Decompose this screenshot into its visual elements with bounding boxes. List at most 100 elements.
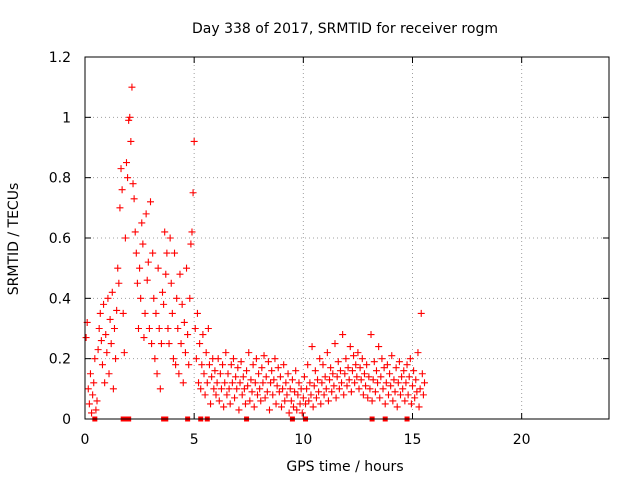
data-point	[353, 373, 361, 381]
data-point	[142, 210, 150, 218]
data-point	[391, 388, 399, 396]
data-point	[241, 400, 249, 408]
plot-frame	[84, 56, 610, 420]
data-point	[93, 397, 101, 405]
data-point	[117, 165, 125, 173]
data-point	[344, 364, 352, 372]
data-point	[148, 340, 156, 348]
data-point	[113, 306, 121, 314]
data-point	[152, 309, 160, 317]
data-point	[248, 388, 256, 396]
data-point	[358, 355, 366, 363]
data-point	[186, 294, 194, 302]
data-point	[184, 331, 192, 339]
data-point	[177, 340, 185, 348]
data-point	[302, 400, 310, 408]
data-point	[267, 379, 275, 387]
data-point	[259, 379, 267, 387]
y-tick-label: 1.2	[49, 50, 71, 66]
data-point	[251, 379, 259, 387]
data-point	[126, 113, 134, 121]
data-point	[343, 382, 351, 390]
data-point	[280, 361, 288, 369]
data-point	[236, 379, 244, 387]
data-point	[415, 403, 423, 411]
y-tick-label: 0.4	[49, 291, 71, 307]
data-point	[321, 373, 329, 381]
data-point	[235, 406, 243, 414]
data-point	[264, 358, 272, 366]
data-point	[84, 385, 92, 393]
data-point	[171, 249, 179, 257]
data-point	[402, 379, 410, 387]
data-point	[178, 300, 186, 308]
data-point	[319, 361, 327, 369]
data-point	[363, 361, 371, 369]
data-point	[369, 376, 377, 384]
data-point	[294, 391, 302, 399]
data-point	[388, 352, 396, 360]
data-point	[151, 355, 159, 363]
data-point	[250, 403, 258, 411]
x-tick-label: 20	[513, 432, 531, 448]
data-point	[309, 403, 317, 411]
data-point	[91, 355, 99, 363]
y-tick-label: 0.8	[49, 171, 71, 187]
data-point	[189, 189, 197, 197]
data-point	[180, 318, 188, 326]
data-point	[118, 186, 126, 194]
data-point	[100, 300, 108, 308]
data-point	[94, 346, 102, 354]
data-point	[197, 385, 205, 393]
data-point	[320, 391, 328, 399]
data-point	[157, 340, 165, 348]
data-point	[200, 370, 208, 378]
data-point	[240, 385, 248, 393]
data-point	[175, 370, 183, 378]
data-point	[101, 379, 109, 387]
data-point	[333, 373, 341, 381]
data-point	[112, 355, 120, 363]
data-point	[291, 388, 299, 396]
data-point	[419, 391, 427, 399]
data-point	[144, 258, 152, 266]
data-point	[97, 337, 105, 345]
data-point	[176, 270, 184, 278]
data-point	[263, 388, 271, 396]
data-point	[357, 376, 365, 384]
data-point	[375, 343, 383, 351]
data-point	[213, 379, 221, 387]
data-point	[127, 137, 135, 145]
data-point	[377, 373, 385, 381]
data-point	[416, 385, 424, 393]
data-point	[150, 294, 158, 302]
data-point	[360, 370, 368, 378]
data-point	[114, 264, 122, 272]
data-point	[341, 370, 349, 378]
data-point	[153, 370, 161, 378]
data-point	[193, 309, 201, 317]
data-point	[145, 325, 153, 332]
data-point	[179, 379, 187, 387]
data-point	[85, 400, 93, 408]
data-point	[370, 358, 378, 366]
y-axis-label: SRMTID / TECUs	[6, 183, 22, 296]
data-point	[183, 264, 191, 272]
data-point	[102, 331, 110, 339]
tick-layer: 0 0.2 0.4 0.6 0.8 1 1.2 0 5 10 15 20	[49, 50, 609, 448]
data-point	[160, 300, 168, 308]
data-point	[272, 400, 280, 408]
data-point	[271, 355, 279, 363]
data-point	[107, 340, 115, 348]
data-point	[372, 367, 380, 375]
data-point	[316, 355, 324, 363]
data-point	[210, 385, 218, 393]
data-point	[86, 370, 94, 378]
data-point	[204, 325, 212, 332]
data-point	[390, 376, 398, 384]
data-point	[147, 198, 154, 206]
data-point	[346, 343, 354, 351]
data-point	[199, 331, 207, 339]
data-point	[246, 397, 254, 405]
data-point	[224, 370, 232, 378]
